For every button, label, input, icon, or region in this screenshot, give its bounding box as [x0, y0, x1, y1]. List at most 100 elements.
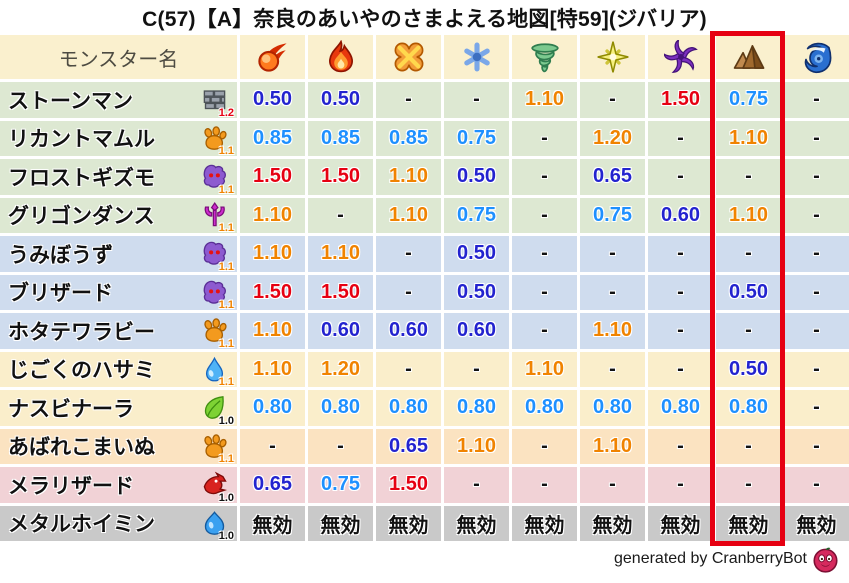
family-multiplier: 1.0 [218, 491, 234, 504]
ghost-family-icon: 1.1 [199, 276, 234, 311]
value-cell: 0.85 [376, 120, 441, 156]
multiplier-value: - [745, 473, 752, 496]
value-cell: 1.10 [512, 82, 577, 118]
value-cell: - [580, 467, 645, 503]
value-cell: 0.75 [444, 197, 509, 233]
multiplier-value: 無効 [524, 514, 565, 537]
family-multiplier: 1.1 [218, 183, 234, 196]
value-cell: 0.80 [240, 390, 305, 426]
multiplier-value: - [677, 242, 684, 265]
multiplier-value: 1.10 [321, 242, 360, 265]
multiplier-value: - [541, 126, 548, 149]
multiplier-value: 1.10 [593, 434, 632, 457]
value-cell: - [376, 274, 441, 310]
value-cell: - [512, 467, 577, 503]
multiplier-value: 0.80 [593, 396, 632, 419]
multiplier-value: - [813, 242, 820, 265]
value-cell: 1.10 [376, 159, 441, 195]
monster-name-cell: じごくのハサミ 1.1 [0, 351, 237, 389]
monster-name: リカントマムル [8, 128, 155, 152]
value-cell: - [444, 467, 509, 503]
ghost-family-icon: 1.1 [199, 161, 234, 196]
multiplier-value: 1.10 [525, 357, 564, 380]
value-cell: - [784, 159, 849, 195]
multiplier-value: 1.10 [253, 357, 292, 380]
multiplier-value: - [269, 434, 276, 457]
multiplier-value: 1.10 [525, 88, 564, 111]
multiplier-value: 0.50 [321, 88, 360, 111]
element-header-wave [784, 35, 849, 79]
value-cell: - [512, 236, 577, 272]
multiplier-value: 無効 [456, 514, 497, 537]
family-multiplier: 1.2 [218, 106, 234, 119]
multiplier-value: - [405, 357, 412, 380]
multiplier-value: - [677, 280, 684, 303]
family-multiplier: 1.1 [218, 337, 234, 350]
value-cell: - [784, 351, 849, 387]
family-multiplier: 1.1 [218, 453, 234, 466]
family-multiplier: 1.1 [218, 299, 234, 312]
monster-name-cell: メラリザード 1.0 [0, 467, 237, 504]
value-cell: 0.65 [240, 467, 305, 503]
multiplier-value: 1.10 [253, 242, 292, 265]
value-cell: - [784, 236, 849, 272]
value-cell: 1.10 [376, 197, 441, 233]
value-cell: 1.10 [716, 197, 781, 233]
multiplier-value: - [541, 165, 548, 188]
multiplier-value: 無効 [252, 514, 293, 537]
multiplier-value: - [745, 319, 752, 342]
value-cell: - [512, 428, 577, 464]
monster-name-cell: うみぼうず 1.1 [0, 236, 237, 273]
element-header-tornado [512, 35, 577, 79]
family-multiplier: 1.0 [218, 414, 234, 427]
value-cell: - [784, 274, 849, 310]
value-cell: - [648, 236, 713, 272]
fireball-icon [256, 40, 290, 74]
value-cell: - [784, 82, 849, 118]
multiplier-value: 0.80 [729, 396, 768, 419]
multiplier-value: - [677, 434, 684, 457]
paw-family-icon: 1.1 [199, 122, 234, 157]
value-cell: 0.80 [376, 390, 441, 426]
value-cell: - [648, 274, 713, 310]
element-header-explosion [376, 35, 441, 79]
multiplier-value: 無効 [592, 514, 633, 537]
monster-name: じごくのハサミ [8, 359, 155, 383]
value-cell: - [308, 197, 373, 233]
value-cell: - [580, 274, 645, 310]
element-header-flame [308, 35, 373, 79]
value-cell: 0.65 [376, 428, 441, 464]
multiplier-value: 1.10 [253, 319, 292, 342]
value-cell: - [716, 313, 781, 349]
value-cell: 0.80 [308, 390, 373, 426]
multiplier-value: 1.50 [253, 280, 292, 303]
multiplier-value: - [813, 434, 820, 457]
value-cell: - [376, 236, 441, 272]
flame-icon [324, 40, 358, 74]
tornado-icon [528, 40, 562, 74]
value-cell: - [784, 390, 849, 426]
multiplier-value: 0.65 [593, 165, 632, 188]
multiplier-value: - [541, 434, 548, 457]
multiplier-value: 1.50 [253, 165, 292, 188]
multiplier-value: - [541, 319, 548, 342]
multiplier-value: 1.20 [593, 126, 632, 149]
multiplier-value: 0.80 [525, 396, 564, 419]
multiplier-value: 0.75 [457, 203, 496, 226]
multiplier-value: 1.20 [321, 357, 360, 380]
footer: generated by CranberryBot [0, 541, 849, 577]
multiplier-value: 0.80 [253, 396, 292, 419]
family-multiplier: 1.1 [218, 376, 234, 389]
multiplier-value: 0.75 [593, 203, 632, 226]
monster-name: グリゴンダンス [8, 205, 155, 229]
multiplier-value: - [677, 126, 684, 149]
multiplier-value: - [473, 88, 480, 111]
value-cell: - [784, 120, 849, 156]
multiplier-value: 0.80 [457, 396, 496, 419]
page-title: C(57)【A】奈良のあいやのさまよえる地図[特59](ジバリア) [142, 7, 707, 31]
value-cell: - [308, 428, 373, 464]
value-cell: - [580, 236, 645, 272]
value-cell: - [784, 467, 849, 503]
value-cell: - [716, 467, 781, 503]
